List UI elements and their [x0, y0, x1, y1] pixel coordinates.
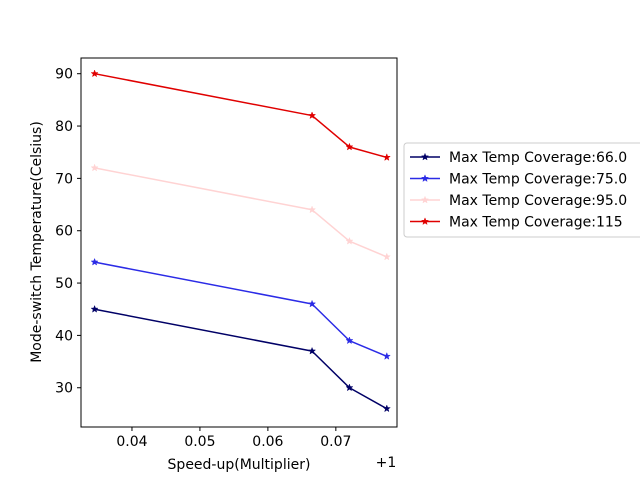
- data-point: [345, 383, 354, 392]
- data-point: [345, 236, 354, 245]
- legend: Max Temp Coverage:66.0 Max Temp Coverage:…: [403, 142, 640, 238]
- legend-marker: [420, 152, 430, 161]
- y-tick-label: 70: [55, 171, 73, 187]
- y-tick-label: 30: [55, 381, 73, 397]
- data-point: [345, 336, 354, 345]
- series-line-1: [94, 308, 388, 410]
- x-tick-label: 0.05: [184, 434, 215, 450]
- data-point: [307, 299, 317, 308]
- plot-frame: [80, 57, 398, 428]
- data-point: [307, 205, 317, 214]
- legend-label: Max Temp Coverage:75.0: [449, 172, 627, 188]
- legend-marker: [420, 217, 430, 225]
- data-point: [90, 257, 99, 266]
- series-line-3: [94, 167, 388, 258]
- legend-label: Max Temp Coverage:95.0: [449, 193, 627, 209]
- legend-marker: [420, 174, 430, 182]
- data-point: [90, 163, 99, 172]
- x-axis-label: Speed-up(Multiplier): [168, 457, 311, 473]
- data-point: [382, 153, 391, 161]
- axes: 0.04 0.05 0.06 0.07 30 40 50 60 70 80 90: [55, 57, 398, 450]
- y-axis-label: Mode-switch Temperature(Celsius): [29, 121, 45, 363]
- legend-label: Max Temp Coverage:115: [449, 215, 623, 231]
- x-axis-offset-label: +1: [376, 455, 397, 471]
- series-line-2: [94, 261, 388, 358]
- data-point: [307, 111, 317, 120]
- plot-area: [90, 69, 391, 413]
- legend-box: [403, 142, 640, 238]
- data-point: [382, 404, 391, 413]
- y-tick-label: 90: [55, 67, 73, 83]
- y-tick-label: 40: [55, 328, 73, 344]
- x-tick-label: 0.07: [320, 434, 351, 450]
- legend-marker: [420, 195, 430, 204]
- legend-label: Max Temp Coverage:66.0: [449, 150, 627, 166]
- y-tick-label: 80: [55, 119, 73, 135]
- data-point: [307, 346, 317, 355]
- y-tick-label: 60: [55, 224, 73, 240]
- data-point: [382, 252, 391, 261]
- data-point: [382, 352, 391, 360]
- y-tick-label: 50: [55, 276, 73, 292]
- x-tick-label: 0.06: [252, 434, 283, 450]
- x-tick-label: 0.04: [116, 434, 147, 450]
- data-point: [345, 142, 354, 151]
- data-point: [90, 304, 99, 313]
- data-point: [90, 69, 99, 78]
- series-line-4: [94, 72, 388, 159]
